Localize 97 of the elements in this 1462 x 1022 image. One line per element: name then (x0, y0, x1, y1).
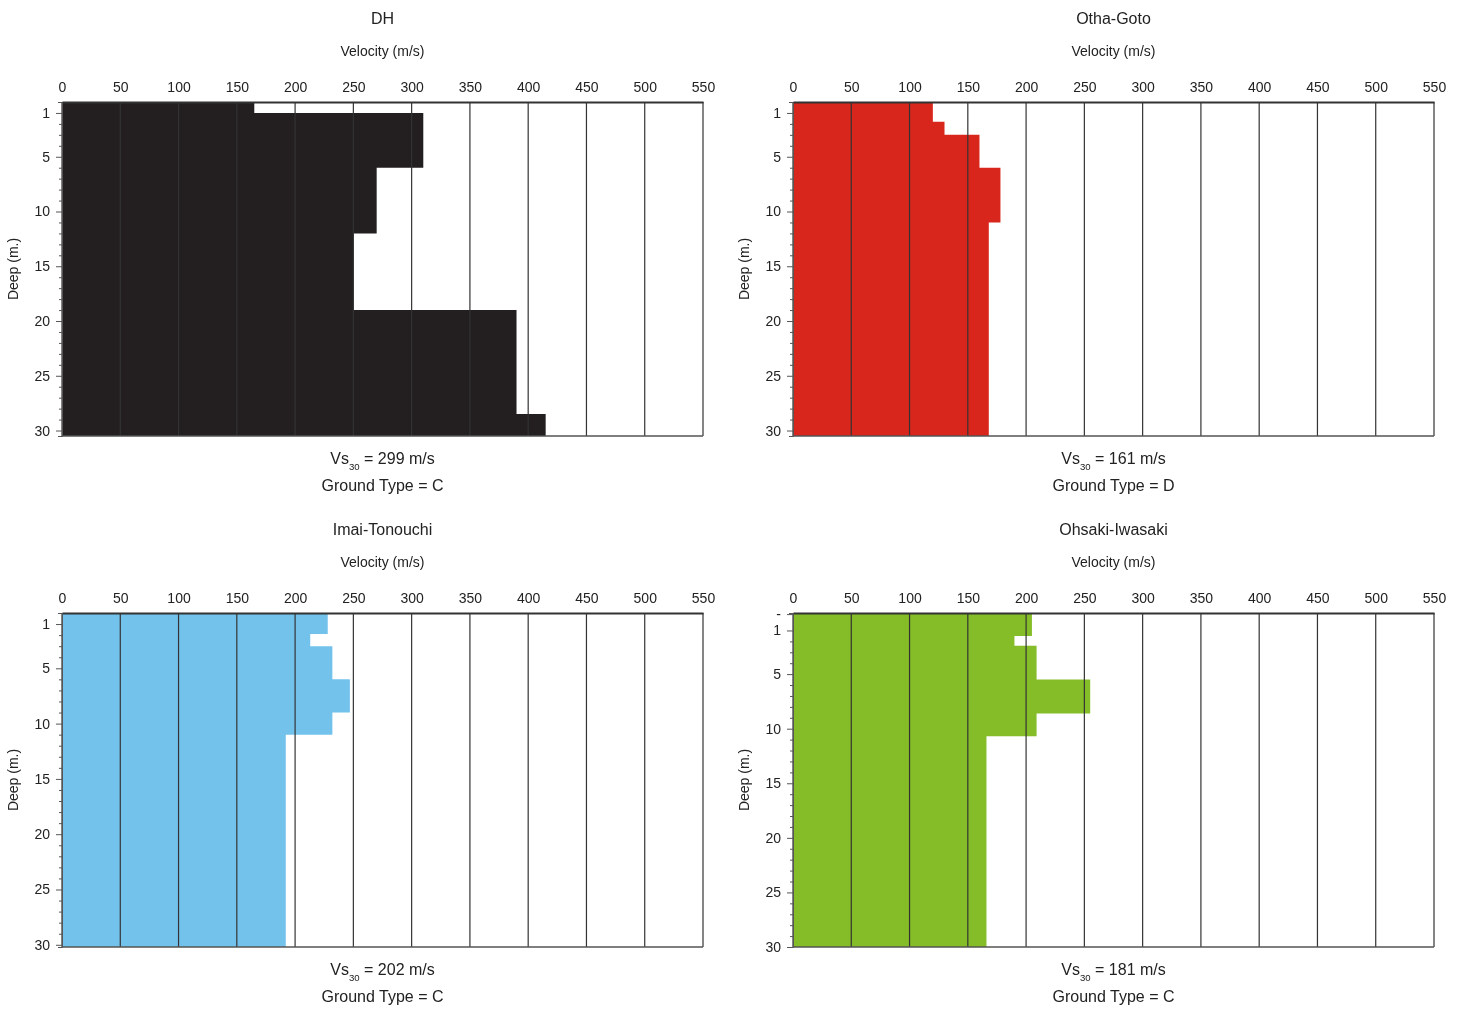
x-tick-label: 450 (575, 79, 599, 95)
x-tick-label: 200 (1014, 590, 1039, 606)
chart-title: DH (370, 10, 395, 27)
y-tick-label: 1 (773, 104, 782, 121)
x-tick-label: 0 (58, 590, 67, 606)
y-tick-label: 10 (34, 203, 51, 220)
y-tick-label: 5 (773, 148, 782, 165)
y-tick-label: 20 (765, 313, 782, 329)
y-tick-label: 20 (34, 313, 51, 329)
x-tick-label: 500 (1364, 79, 1389, 95)
x-tick-label: 550 (1422, 590, 1447, 606)
x-tick-label: 100 (898, 590, 922, 606)
x-tick-label: 200 (283, 79, 308, 95)
x-axis-title: Velocity (m/s) (340, 43, 425, 59)
x-tick-label: 250 (342, 79, 366, 95)
x-tick-label: 100 (898, 79, 922, 95)
y-tick-label: 25 (765, 884, 782, 901)
x-axis-title: Velocity (m/s) (340, 554, 425, 570)
x-tick-label: 500 (1364, 590, 1389, 606)
y-tick-label: 15 (765, 775, 782, 792)
y-tick-label: 5 (42, 660, 51, 677)
y-axis-title: Deep (m.) (5, 237, 21, 301)
y-tick-label: 10 (765, 203, 782, 220)
x-tick-label: 0 (789, 590, 798, 606)
x-tick-label: 400 (517, 590, 541, 606)
x-tick-label: 250 (1073, 590, 1097, 606)
x-tick-label: 500 (633, 79, 658, 95)
x-tick-label: 350 (1189, 590, 1214, 606)
x-tick-label: 450 (1306, 590, 1330, 606)
x-tick-label: 100 (167, 590, 191, 606)
chart-title: Imai-Tonouchi (332, 521, 433, 538)
text: Vs$_{30}$ = 161 m/s (1061, 450, 1166, 472)
x-tick-label: 150 (225, 79, 250, 95)
x-tick-label: 500 (633, 590, 658, 606)
x-tick-label: 0 (58, 79, 67, 95)
x-tick-label: 150 (956, 79, 981, 95)
y-tick-label: - (776, 606, 782, 623)
y-tick-label: 30 (765, 938, 782, 955)
text: Ground Type = C (321, 477, 444, 494)
x-tick-label: 200 (283, 590, 308, 606)
y-axis-title: Deep (m.) (736, 237, 752, 301)
x-tick-label: 250 (342, 590, 366, 606)
text: Ground Type = C (321, 988, 444, 1005)
x-tick-label: 300 (400, 79, 425, 95)
x-tick-label: 350 (458, 79, 483, 95)
x-tick-label: 550 (691, 590, 716, 606)
y-tick-label: 5 (42, 148, 51, 165)
x-tick-label: 400 (517, 79, 541, 95)
x-tick-label: 350 (458, 590, 483, 606)
x-tick-label: 200 (1014, 79, 1039, 95)
y-axis-title: Deep (m.) (736, 748, 752, 812)
x-tick-label: 450 (575, 590, 599, 606)
chart-title: Ohsaki-Iwasaki (1059, 521, 1168, 538)
x-tick-label: 0 (789, 79, 798, 95)
text: Vs$_{30}$ = 299 m/s (330, 450, 435, 472)
x-tick-label: 150 (956, 590, 981, 606)
y-tick-label: 20 (765, 829, 782, 846)
y-tick-label: 25 (34, 881, 51, 898)
x-tick-label: 450 (1306, 79, 1330, 95)
y-tick-label: 1 (42, 104, 51, 121)
x-tick-label: 400 (1248, 590, 1272, 606)
x-axis-title: Velocity (m/s) (1071, 554, 1156, 570)
x-tick-label: 300 (1131, 79, 1156, 95)
x-tick-label: 300 (400, 590, 425, 606)
x-tick-label: 150 (225, 590, 250, 606)
text: Vs$_{30}$ = 181 m/s (1061, 961, 1166, 983)
y-tick-label: 1 (42, 616, 51, 633)
y-tick-label: 25 (765, 367, 782, 384)
y-tick-label: 15 (34, 770, 51, 787)
y-axis-title: Deep (m.) (5, 748, 21, 812)
x-tick-label: 300 (1131, 590, 1156, 606)
x-tick-label: 400 (1248, 79, 1272, 95)
x-axis-title: Velocity (m/s) (1071, 43, 1156, 59)
y-tick-label: 25 (34, 367, 51, 384)
y-tick-label: 10 (34, 715, 51, 732)
x-tick-label: 550 (691, 79, 716, 95)
y-tick-label: 10 (765, 720, 782, 737)
x-tick-label: 50 (843, 79, 860, 95)
x-tick-label: 350 (1189, 79, 1214, 95)
chart-title: Otha-Goto (1076, 10, 1151, 27)
y-tick-label: 30 (765, 422, 782, 439)
x-tick-label: 550 (1422, 79, 1447, 95)
text: Ground Type = C (1052, 988, 1175, 1005)
y-tick-label: 30 (34, 936, 51, 953)
x-tick-label: 250 (1073, 79, 1097, 95)
y-tick-label: 1 (773, 622, 782, 639)
x-tick-label: 100 (167, 79, 191, 95)
y-tick-label: 5 (773, 666, 782, 683)
text: Ground Type = D (1052, 477, 1175, 494)
y-tick-label: 30 (34, 422, 51, 439)
y-tick-label: 15 (765, 258, 782, 275)
text: Vs$_{30}$ = 202 m/s (330, 961, 435, 983)
y-tick-label: 15 (34, 258, 51, 275)
x-tick-label: 50 (843, 590, 860, 606)
x-tick-label: 50 (112, 590, 129, 606)
y-tick-label: 20 (34, 826, 51, 843)
x-tick-label: 50 (112, 79, 129, 95)
